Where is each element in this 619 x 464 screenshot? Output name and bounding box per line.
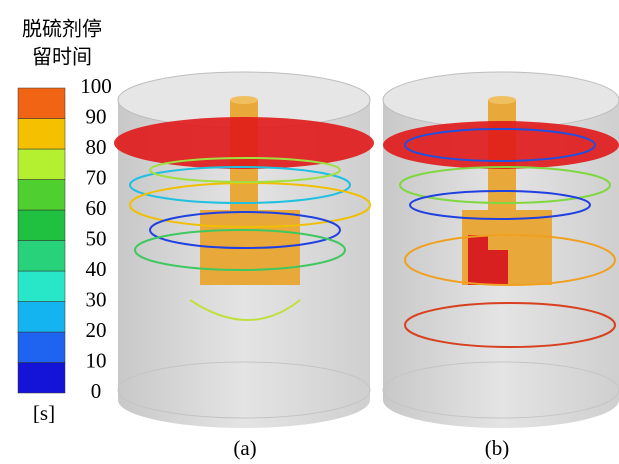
colorbar-tick: 20 <box>86 318 107 342</box>
colorbar-tick: 60 <box>86 196 107 220</box>
colorbar-tick: 90 <box>86 104 107 128</box>
colorbar-tick: 100 <box>80 74 112 98</box>
colorbar-tick: 30 <box>86 287 107 311</box>
colorbar-band <box>18 363 65 394</box>
colorbar-tick: 70 <box>86 165 107 189</box>
colorbar-band <box>18 149 65 180</box>
legend-title: 脱硫剂停 <box>22 17 102 41</box>
colorbar: 0 10 20 30 40 50 60 70 80 90 100 <box>18 74 112 403</box>
colorbar-band <box>18 180 65 211</box>
panel-a <box>114 72 374 428</box>
legend-title: 留时间 <box>32 45 92 69</box>
legend-unit: [s] <box>33 401 55 425</box>
colorbar-band <box>18 88 65 119</box>
colorbar-tick: 80 <box>86 135 107 159</box>
colorbar-tick: 0 <box>91 379 102 403</box>
panel-label: (b) <box>485 436 510 460</box>
figure: 脱硫剂停 留时间 0 10 20 30 40 50 60 70 80 90 100 [s] <box>0 0 619 464</box>
colorbar-tick: 40 <box>86 257 107 281</box>
colorbar-band <box>18 210 65 241</box>
colorbar-tick: 50 <box>86 226 107 250</box>
colorbar-band <box>18 119 65 150</box>
panel-label: (a) <box>233 436 256 460</box>
colorbar-tick: 10 <box>86 348 107 372</box>
colorbar-band <box>18 332 65 363</box>
panel-b <box>383 72 619 428</box>
colorbar-band <box>18 241 65 272</box>
colorbar-band <box>18 271 65 302</box>
colorbar-band <box>18 302 65 333</box>
